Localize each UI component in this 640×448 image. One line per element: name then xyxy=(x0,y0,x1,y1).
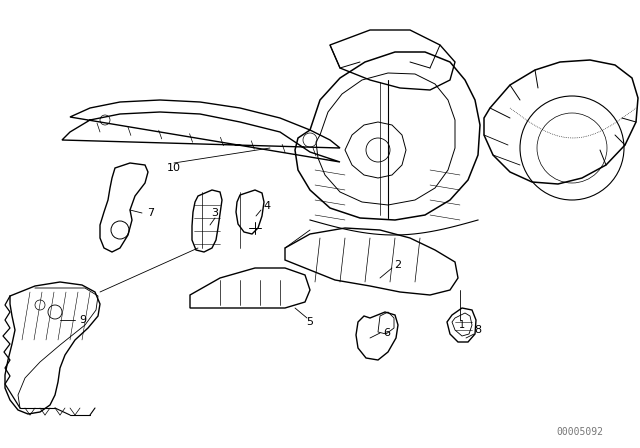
Text: 00005092: 00005092 xyxy=(557,427,604,437)
Text: 2: 2 xyxy=(394,260,401,270)
Text: 1: 1 xyxy=(459,320,465,330)
Text: 5: 5 xyxy=(307,317,314,327)
Text: 6: 6 xyxy=(383,328,390,338)
Text: 9: 9 xyxy=(79,315,86,325)
Text: 10: 10 xyxy=(167,163,181,173)
Text: 7: 7 xyxy=(147,208,155,218)
Text: 4: 4 xyxy=(264,201,271,211)
Text: 3: 3 xyxy=(211,208,218,218)
Text: 8: 8 xyxy=(474,325,481,335)
